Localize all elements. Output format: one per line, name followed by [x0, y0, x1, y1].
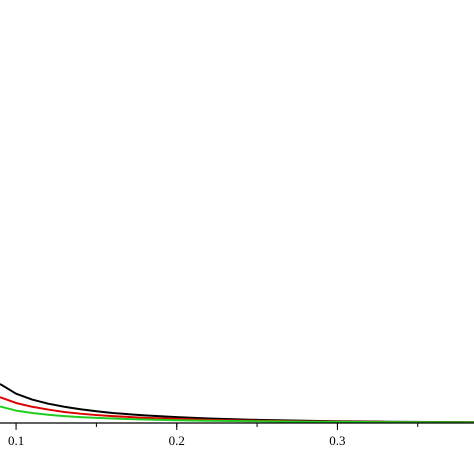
series-layer	[0, 383, 474, 424]
x-tick-label: 0.3	[329, 433, 345, 448]
x-axis-ticks: 0.1 0.2 0.3	[8, 423, 419, 448]
x-tick-label: 0.2	[169, 433, 185, 448]
x-tick-label: 0.1	[8, 433, 24, 448]
series-line-3	[0, 405, 474, 424]
